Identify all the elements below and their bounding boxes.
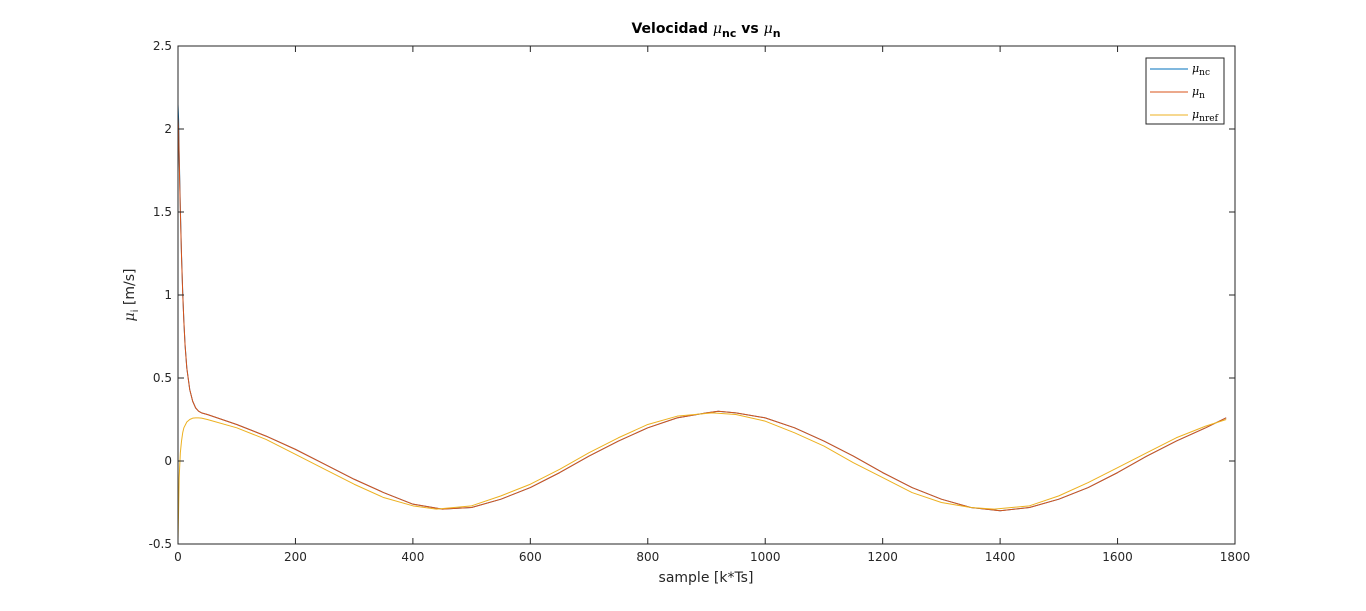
chart-title: Velocidad μnc vs μn bbox=[631, 21, 780, 40]
y-ticks: -0.5 0 0.5 1 1.5 2 2.5 bbox=[149, 39, 1235, 551]
x-tick-label: 800 bbox=[636, 550, 659, 564]
x-tick-label: 0 bbox=[174, 550, 182, 564]
title-sym-2: μ bbox=[764, 21, 773, 37]
title-sub-1: nc bbox=[722, 27, 736, 40]
y-tick-label: -0.5 bbox=[149, 537, 172, 551]
y-label-rest: [m/s] bbox=[122, 269, 138, 310]
x-tick-label: 1600 bbox=[1102, 550, 1133, 564]
legend-entry-nc: μnc bbox=[1192, 62, 1210, 78]
y-axis-label: μi [m/s] bbox=[122, 269, 141, 322]
y-tick-label: 2 bbox=[164, 122, 172, 136]
x-tick-label: 1800 bbox=[1220, 550, 1251, 564]
x-tick-label: 1000 bbox=[750, 550, 781, 564]
y-tick-label: 0.5 bbox=[153, 371, 172, 385]
y-tick-label: 1 bbox=[164, 288, 172, 302]
title-sym-1: μ bbox=[713, 21, 722, 37]
x-tick-label: 400 bbox=[401, 550, 424, 564]
x-tick-label: 1400 bbox=[985, 550, 1016, 564]
axes-background bbox=[178, 46, 1235, 544]
title-prefix: Velocidad bbox=[631, 21, 712, 37]
legend-sub-nc: nc bbox=[1199, 68, 1210, 78]
y-tick-label: 1.5 bbox=[153, 205, 172, 219]
x-ticks: 0 200 400 600 800 1000 1200 1400 1600 1800 bbox=[174, 46, 1250, 564]
title-middle: vs bbox=[736, 21, 763, 37]
legend-entry-nref: μnref bbox=[1192, 108, 1219, 124]
x-tick-label: 600 bbox=[519, 550, 542, 564]
series-layer bbox=[177, 104, 1227, 541]
y-label-sub: i bbox=[130, 310, 141, 313]
y-tick-label: 2.5 bbox=[153, 39, 172, 53]
x-axis-label: sample [k*Ts] bbox=[659, 570, 754, 586]
legend-sym-n: μ bbox=[1192, 85, 1199, 98]
legend-sym-nref: μ bbox=[1192, 108, 1199, 121]
x-tick-label: 200 bbox=[284, 550, 307, 564]
y-tick-label: 0 bbox=[164, 454, 172, 468]
title-sub-2: n bbox=[773, 27, 781, 40]
legend-entry-n: μn bbox=[1192, 85, 1205, 101]
legend-sym-nc: μ bbox=[1192, 62, 1199, 75]
series-line-2 bbox=[177, 412, 1227, 541]
series-line-1 bbox=[177, 115, 1227, 512]
legend-sub-nref: nref bbox=[1199, 114, 1218, 124]
y-label-sym: μ bbox=[122, 312, 138, 321]
x-tick-label: 1200 bbox=[867, 550, 898, 564]
legend: μnc μn μnref bbox=[1145, 57, 1225, 125]
legend-sub-n: n bbox=[1199, 91, 1205, 101]
plot-area: 0 200 400 600 800 1000 1200 1400 1600 1800 -0.500… bbox=[149, 39, 1251, 564]
